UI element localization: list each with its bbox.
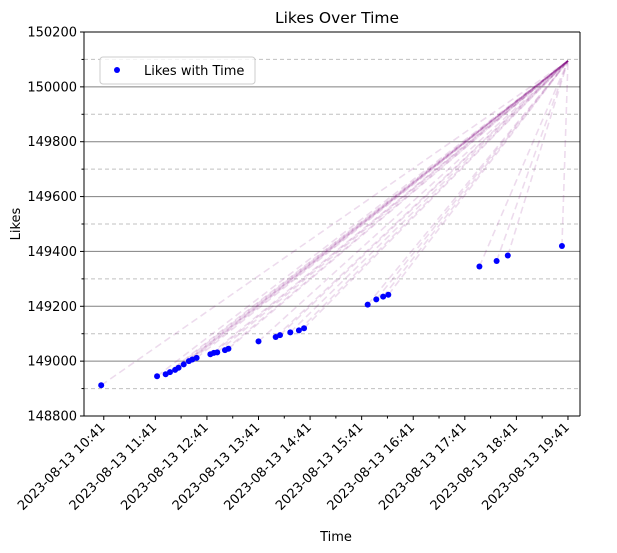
connector-line (375, 60, 569, 300)
connector-line (209, 60, 569, 355)
data-point (98, 382, 105, 389)
data-point (504, 252, 511, 259)
connector-line (382, 60, 569, 298)
connector-line (174, 60, 569, 371)
connector-line (367, 60, 569, 306)
connector-line (169, 60, 569, 373)
data-point (385, 291, 392, 298)
connector-line (183, 60, 569, 366)
connector-line (279, 60, 569, 336)
data-point (493, 258, 500, 265)
connector-line (188, 60, 569, 362)
data-point (180, 361, 187, 368)
connector-line (165, 60, 569, 375)
data-point (193, 354, 200, 361)
connector-line (227, 60, 569, 350)
data-point (476, 263, 483, 270)
legend: Likes with Time (99, 56, 256, 85)
data-point (175, 364, 182, 371)
connector-line (507, 60, 569, 256)
connector-lines-layer (100, 60, 569, 386)
data-point (295, 327, 302, 334)
chart-title: Likes Over Time (275, 9, 399, 27)
connector-line (257, 60, 569, 342)
connector-line (275, 60, 569, 338)
connector-line (224, 60, 569, 351)
legend-label: Likes with Time (144, 64, 244, 79)
connector-line (303, 60, 569, 329)
data-point (380, 293, 387, 300)
data-point (154, 373, 161, 380)
connector-line (298, 60, 569, 331)
data-point (364, 301, 371, 308)
y-tick-label: 149200 (27, 300, 77, 315)
data-point (166, 369, 173, 376)
y-tick-label: 150200 (27, 26, 77, 41)
connector-line (387, 60, 569, 296)
connector-line (100, 60, 569, 386)
connector-line (495, 60, 569, 262)
y-tick-label: 149800 (27, 135, 77, 150)
data-point (214, 349, 221, 356)
connector-line (156, 60, 569, 377)
y-tick-label: 148800 (27, 410, 77, 425)
data-point (255, 338, 262, 345)
data-point (373, 296, 380, 303)
connector-line (191, 60, 569, 361)
y-tick-label: 149400 (27, 245, 77, 260)
connector-line (561, 60, 569, 246)
data-point (558, 242, 565, 249)
x-axis-title: Time (319, 530, 352, 545)
data-point (276, 332, 283, 339)
y-tick-label: 149600 (27, 190, 77, 205)
legend-box (99, 56, 256, 85)
connector-line (196, 60, 569, 359)
legend-marker (114, 67, 120, 73)
grid-layer (84, 31, 580, 417)
connector-line (478, 60, 569, 267)
data-point (287, 329, 294, 336)
data-point (225, 345, 232, 352)
connector-line (216, 60, 569, 353)
y-axis-title: Likes (9, 207, 24, 240)
connector-line (289, 60, 569, 333)
y-tick-label: 149000 (27, 355, 77, 370)
data-point (301, 325, 308, 332)
connector-line (178, 60, 569, 369)
data-points-layer (98, 242, 565, 389)
y-tick-label: 150000 (27, 80, 77, 95)
